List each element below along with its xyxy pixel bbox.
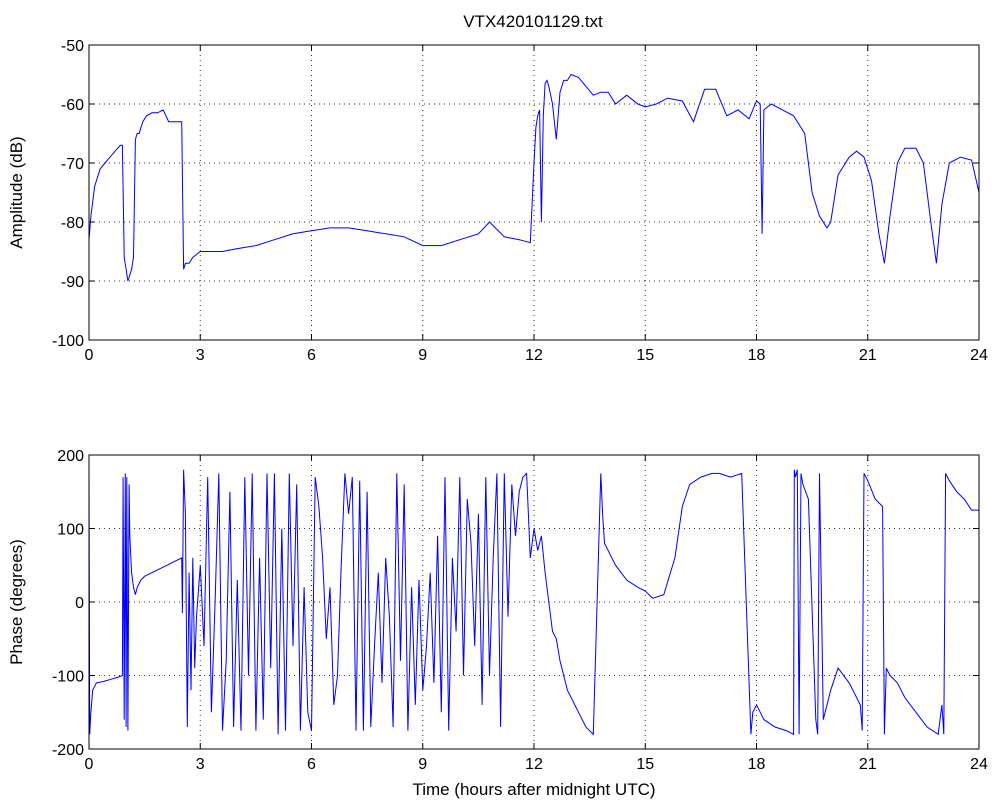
amplitude-x-tick-label: 3 [196, 347, 205, 364]
amplitude-y-tick-label: -80 [61, 215, 84, 232]
amplitude-y-tick-label: -100 [52, 333, 84, 350]
phase-x-tick-label: 18 [748, 756, 766, 773]
amplitude-x-tick-label: 6 [307, 347, 316, 364]
phase-x-tick-label: 0 [85, 756, 94, 773]
phase-x-tick-label: 12 [525, 756, 543, 773]
phase-series-line [88, 469, 979, 736]
amplitude-x-tick-label: 0 [85, 347, 94, 364]
amplitude-y-tick-label: -90 [61, 274, 84, 291]
phase-x-axis-label: Time (hours after midnight UTC) [412, 780, 655, 799]
amplitude-plot: 0 3 6 9 12 15 18 21 24 -100 -90 -80 -70 -60 -50 Amplitu… [7, 38, 988, 364]
phase-y-tick-label: -200 [52, 742, 84, 759]
amplitude-x-tick-label: 24 [970, 347, 988, 364]
amplitude-x-tick-label: 21 [859, 347, 877, 364]
phase-y-tick-label: 100 [57, 522, 84, 539]
chart-title: VTX420101129.txt [463, 12, 603, 31]
phase-x-tick-label: 21 [859, 756, 877, 773]
phase-x-tick-label: 15 [636, 756, 654, 773]
amplitude-y-axis-label: Amplitude (dB) [7, 136, 26, 248]
phase-y-tick-label: 200 [57, 448, 84, 465]
phase-y-tick-label: 0 [75, 595, 84, 612]
phase-y-tick-label: -100 [52, 669, 84, 686]
phase-x-tick-label: 6 [307, 756, 316, 773]
amplitude-y-tick-label: -60 [61, 97, 84, 114]
phase-plot: 0 3 6 9 12 15 18 21 24 -200 -100 0 100 200 Phase (degr… [7, 448, 988, 799]
phase-x-tick-label: 24 [970, 756, 988, 773]
phase-x-tick-label: 3 [196, 756, 205, 773]
amplitude-x-tick-label: 15 [636, 347, 654, 364]
amplitude-x-tick-label: 12 [525, 347, 543, 364]
amplitude-y-tick-label: -50 [61, 38, 84, 55]
phase-x-tick-label: 9 [418, 756, 427, 773]
amplitude-x-tick-label: 18 [748, 347, 766, 364]
phase-y-axis-label: Phase (degrees) [7, 539, 26, 665]
amplitude-y-tick-label: -70 [61, 156, 84, 173]
amplitude-series-line [88, 73, 980, 282]
amplitude-x-tick-label: 9 [418, 347, 427, 364]
